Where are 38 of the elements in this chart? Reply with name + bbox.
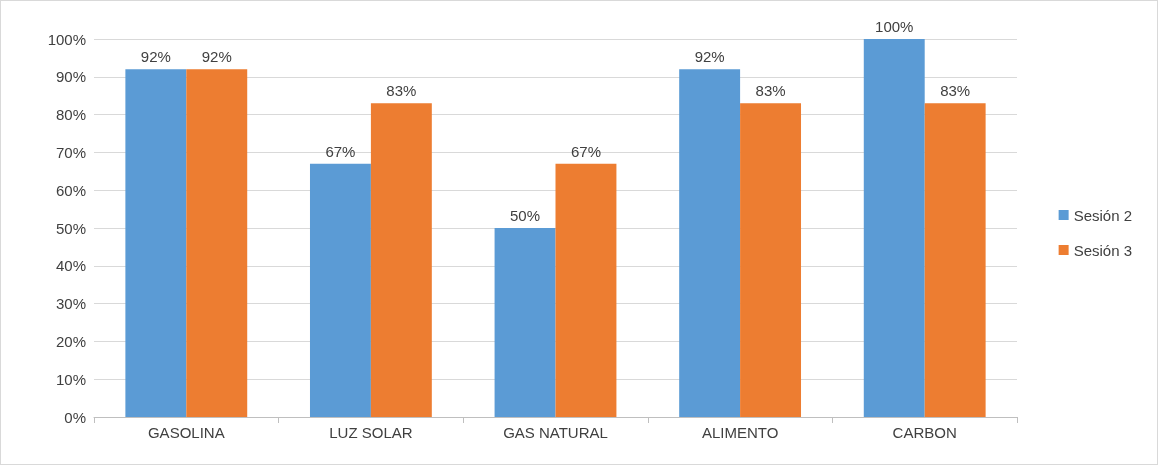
bar [740,103,802,417]
bar [494,228,556,417]
x-tick-label: GAS NATURAL [503,424,608,441]
bar [370,103,432,417]
bar [924,103,986,417]
data-label: 92% [694,48,725,66]
x-tick-label: GASOLINA [147,424,225,441]
data-label: 100% [875,18,914,35]
bar [186,69,248,417]
data-label: 83% [755,82,786,100]
legend-label: Sesión 2 [1073,206,1132,224]
y-tick-label: 0% [64,408,86,426]
y-tick-label: 70% [55,143,86,161]
y-tick-label: 40% [55,257,86,275]
data-label: 67% [570,142,601,160]
y-tick-label: 60% [55,181,86,199]
y-tick-label: 80% [55,106,86,124]
bar [679,69,741,417]
data-label: 83% [386,82,417,100]
bar [863,39,925,417]
y-tick-label: 90% [55,68,86,86]
bar [125,69,187,417]
bar [309,163,371,417]
y-tick-label: 20% [55,332,86,350]
bar [555,163,617,417]
data-label: 92% [201,48,232,66]
data-label: 83% [940,82,971,100]
legend-label: Sesión 3 [1073,241,1132,259]
data-label: 50% [510,207,541,224]
data-label: 67% [325,142,356,160]
y-tick-label: 100% [47,30,86,48]
x-tick-label: CARBON [892,424,957,441]
y-tick-label: 30% [55,295,86,313]
x-tick-label: LUZ SOLAR [329,424,413,441]
data-label: 92% [140,48,171,66]
x-tick-label: ALIMENTO [701,424,779,441]
y-tick-label: 10% [55,370,86,388]
y-tick-label: 50% [55,219,86,237]
